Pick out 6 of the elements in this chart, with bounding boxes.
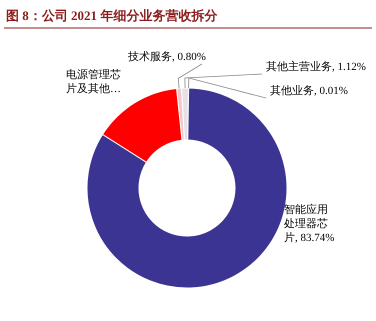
slice-label: 智能应用处理器芯片, 83.74% bbox=[284, 203, 334, 244]
slice-label: 电源管理芯片及其他… bbox=[66, 68, 121, 95]
slice-label: 其他业务, 0.01% bbox=[270, 84, 348, 97]
slice-label: 技术服务, 0.80% bbox=[127, 50, 206, 63]
chart-title: 图 8：公司 2021 年细分业务营收拆分 bbox=[6, 8, 218, 23]
slice-label: 其他主营业务, 1.12% bbox=[266, 60, 366, 73]
